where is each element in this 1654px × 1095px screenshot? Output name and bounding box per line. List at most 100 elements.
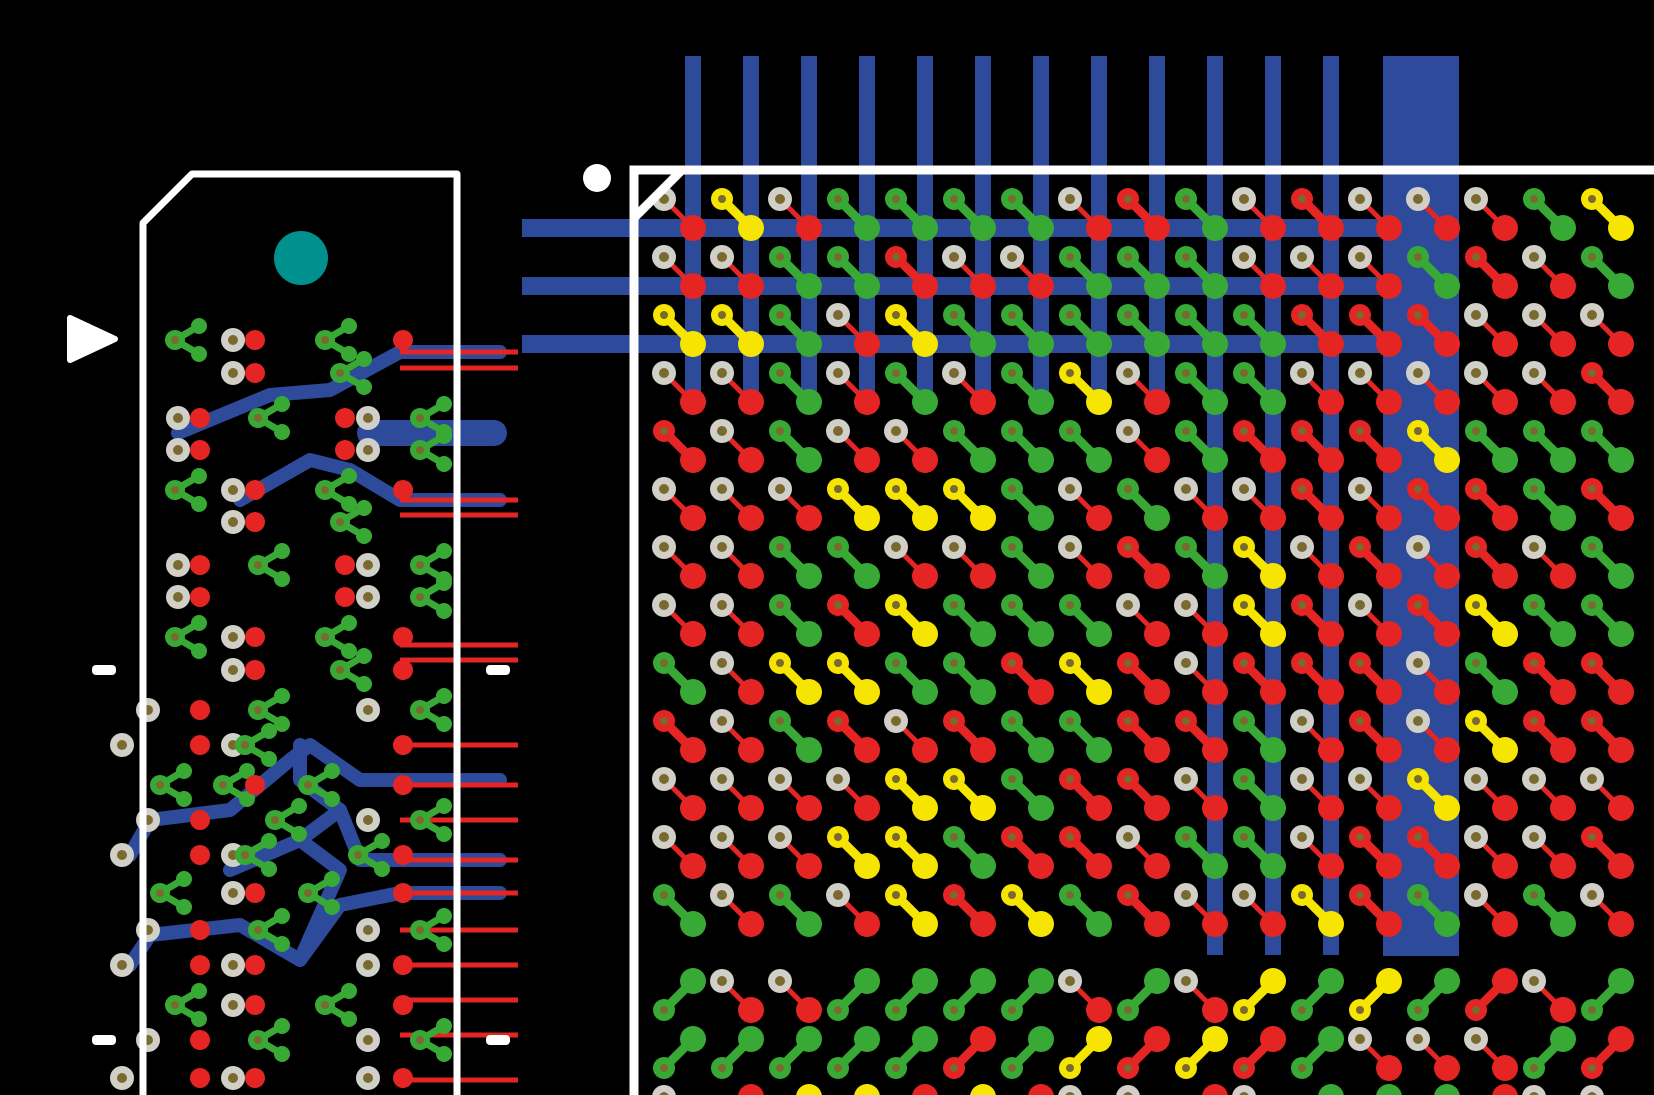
connector-pin — [356, 1028, 380, 1052]
connector-pad — [245, 330, 265, 350]
bga-pad — [796, 679, 822, 705]
bga-ball — [827, 478, 880, 531]
via-drill — [950, 1006, 958, 1014]
via-drill — [1471, 194, 1481, 204]
via-drill — [1413, 716, 1423, 726]
connector-pin — [315, 983, 357, 1027]
via-drill — [1414, 891, 1422, 899]
bga-ball — [1349, 420, 1402, 473]
bga-pad — [1086, 331, 1112, 357]
bga-ball — [1580, 883, 1634, 937]
connector-pad — [374, 833, 390, 849]
via-drill — [660, 427, 668, 435]
via-drill — [1530, 195, 1538, 203]
bga-ball — [1522, 1085, 1546, 1095]
connector-pad — [190, 408, 210, 428]
bga-ball — [884, 709, 938, 763]
bga-pad — [1318, 1026, 1344, 1052]
bga-pad — [1144, 621, 1170, 647]
via-drill — [1066, 369, 1074, 377]
connector-pin — [165, 615, 207, 659]
via-drill — [1124, 485, 1132, 493]
bga-ball — [1059, 710, 1112, 763]
bga-ball — [1117, 304, 1170, 357]
bga-pad — [1260, 911, 1286, 937]
via-drill — [363, 925, 373, 935]
connector-pad — [176, 763, 192, 779]
bga-pad — [1028, 795, 1054, 821]
via-drill — [776, 717, 784, 725]
bga-pad — [1434, 505, 1460, 531]
via-drill — [833, 426, 843, 436]
via-drill — [1008, 1064, 1016, 1072]
connector-pin — [245, 995, 265, 1015]
bga-pad — [1202, 853, 1228, 879]
bga-pad — [1202, 447, 1228, 473]
bga-ball — [943, 420, 996, 473]
bga-ball — [1058, 535, 1112, 589]
bga-ball — [943, 884, 996, 937]
connector-pad — [274, 543, 290, 559]
via-drill — [660, 1006, 668, 1014]
bga-pad — [854, 737, 880, 763]
via-drill — [834, 659, 842, 667]
via-drill — [891, 716, 901, 726]
bga-pad — [1144, 273, 1170, 299]
connector-pad — [436, 603, 452, 619]
bga-ball — [1581, 968, 1634, 1021]
connector-pin — [248, 688, 290, 732]
bga-pad — [1550, 215, 1576, 241]
bga-pad — [1492, 505, 1518, 531]
bga-pad — [970, 795, 996, 821]
bga-component — [652, 187, 1634, 1095]
via-drill — [1297, 368, 1307, 378]
bga-pad — [854, 563, 880, 589]
via-drill — [1182, 311, 1190, 319]
via-drill — [892, 659, 900, 667]
via-drill — [834, 195, 842, 203]
bga-pad — [1028, 1026, 1054, 1052]
bga-ball — [653, 304, 706, 357]
via-drill — [1065, 542, 1075, 552]
bga-ball — [1581, 1026, 1634, 1079]
connector-pad — [245, 955, 265, 975]
via-drill — [1355, 484, 1365, 494]
bga-ball — [943, 710, 996, 763]
bga-pad — [1608, 331, 1634, 357]
bga-pad — [1376, 215, 1402, 241]
via-drill — [950, 485, 958, 493]
bga-ball — [1001, 768, 1054, 821]
bga-pad — [738, 621, 764, 647]
via-drill — [363, 413, 373, 423]
via-drill — [363, 1035, 373, 1045]
bga-pad — [854, 215, 880, 241]
via-drill — [228, 960, 238, 970]
bga-ball — [885, 188, 938, 241]
connector-pin — [393, 330, 413, 350]
bga-ball — [943, 768, 996, 821]
via-drill — [1123, 1092, 1133, 1095]
bga-ball — [1059, 420, 1112, 473]
bga-ball — [1001, 652, 1054, 705]
via-drill — [1472, 1006, 1480, 1014]
via-drill — [228, 517, 238, 527]
connector-pad — [324, 791, 340, 807]
bga-pad — [1202, 737, 1228, 763]
bga-pad — [1376, 273, 1402, 299]
bga-ball — [885, 304, 938, 357]
connector-pin — [245, 955, 265, 975]
via-drill — [1240, 311, 1248, 319]
connector-pad — [245, 627, 265, 647]
via-drill — [1587, 890, 1597, 900]
connector-pin — [356, 553, 380, 577]
connector-pin — [335, 555, 355, 575]
bga-ball — [885, 652, 938, 705]
via-drill — [1588, 543, 1596, 551]
via-drill — [1588, 1006, 1596, 1014]
bga-pad — [970, 853, 996, 879]
connector-pin — [190, 1068, 210, 1088]
via-drill — [776, 1064, 784, 1072]
bga-ball — [769, 652, 822, 705]
bga-ball — [1233, 826, 1286, 879]
bga-ball — [1407, 826, 1460, 879]
